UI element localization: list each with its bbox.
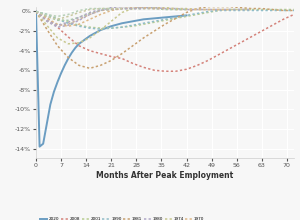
X-axis label: Months After Peak Employment: Months After Peak Employment bbox=[96, 171, 234, 180]
